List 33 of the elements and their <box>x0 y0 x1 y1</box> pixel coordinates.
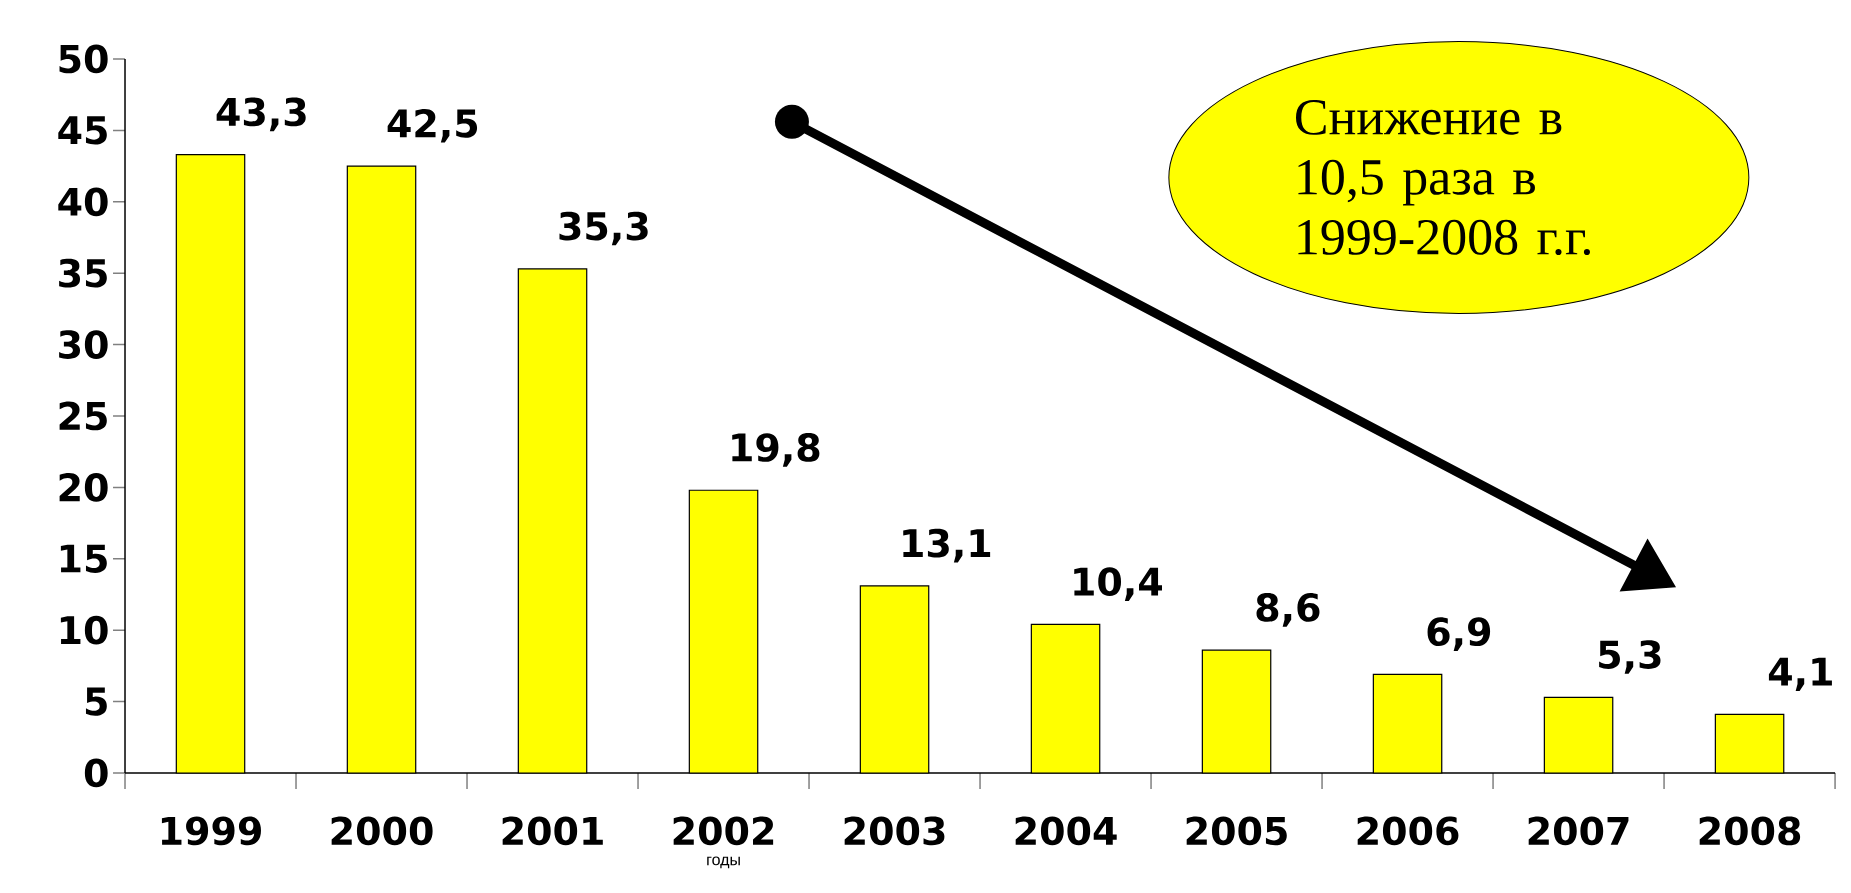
x-tick-label: 2007 <box>1528 816 1629 846</box>
data-label: 35,3 <box>559 211 648 246</box>
y-tick-label: 50 <box>59 44 108 74</box>
data-label: 19,8 <box>732 433 820 467</box>
y-tick-label: 25 <box>59 401 107 431</box>
x-tick-label: 2003 <box>844 816 945 846</box>
x-tick-label: 2001 <box>502 816 603 846</box>
x-tick-label: 2002 <box>673 816 774 846</box>
y-tick-label: 45 <box>58 116 107 145</box>
y-tick-label: 35 <box>59 258 107 288</box>
data-label: 5,3 <box>1599 640 1661 674</box>
x-tick-label: 1999 <box>161 816 261 846</box>
x-tick-label: 2000 <box>331 816 433 846</box>
y-tick-label: 0 <box>84 758 108 788</box>
x-axis-title: годы <box>707 856 740 869</box>
x-tick-label: 2008 <box>1699 816 1801 846</box>
x-tick-label: 2005 <box>1186 816 1287 846</box>
x-tick-label: 2006 <box>1357 816 1459 846</box>
y-tick-label: 5 <box>85 687 107 716</box>
data-label: 13,1 <box>903 528 991 563</box>
data-label: 4,1 <box>1768 657 1832 691</box>
y-tick-label: 20 <box>59 473 108 502</box>
data-label: 8,6 <box>1256 593 1320 627</box>
data-label: 43,3 <box>216 97 306 132</box>
y-tick-label: 40 <box>58 187 108 217</box>
annotation: Снижение в 10,5 раза в 1999-2008 г.г. <box>1295 99 1590 256</box>
data-label: 6,9 <box>1427 617 1491 651</box>
y-tick-label: 10 <box>60 615 108 645</box>
x-tick-label: 2004 <box>1015 816 1117 846</box>
data-label: 42,5 <box>387 108 478 143</box>
data-label: 10,4 <box>1074 567 1162 601</box>
y-tick-label: 15 <box>60 544 107 573</box>
y-tick-label: 30 <box>59 330 108 359</box>
